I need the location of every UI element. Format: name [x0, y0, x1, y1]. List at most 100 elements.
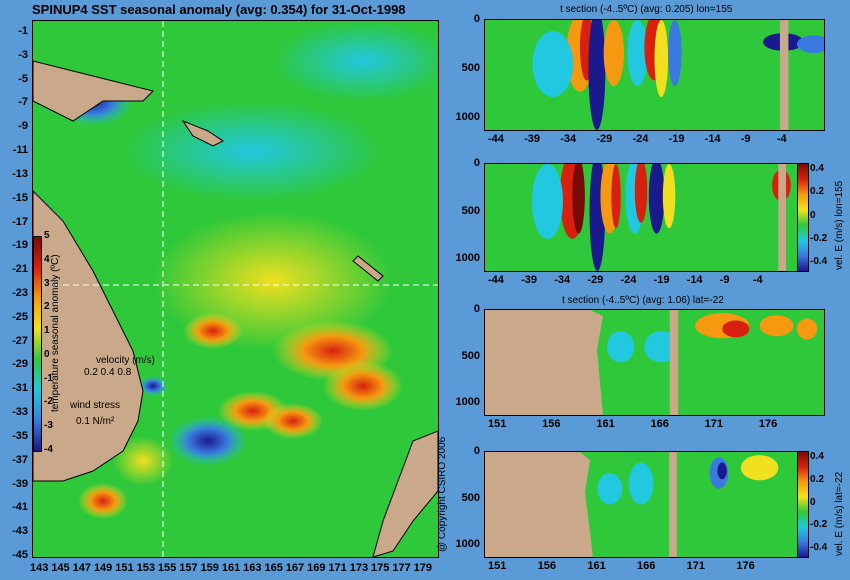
panel3-x-tick: 171	[704, 418, 724, 430]
heatmap-cell	[628, 462, 654, 505]
map-colorbar-tick: -1	[44, 372, 53, 384]
map-x-tick: 155	[157, 562, 177, 574]
main-title: SPINUP4 SST seasonal anomaly (avg: 0.354…	[32, 2, 406, 17]
panel2-colorbar-tick: -0.2	[810, 232, 828, 244]
map-y-tick: -7	[18, 96, 28, 109]
heatmap-cell	[607, 331, 635, 363]
heatmap-cell	[668, 20, 682, 86]
panel2-colorbar	[797, 163, 809, 272]
panel1-y-tick: 500	[461, 62, 480, 74]
map-x-tick: 151	[115, 562, 134, 574]
map-x-tick: 179	[413, 562, 433, 574]
heatmap-cell	[603, 20, 624, 86]
map-y-tick: -19	[12, 239, 28, 252]
map-colorbar-tick: 5	[44, 230, 50, 241]
land-mask	[485, 452, 593, 557]
map-x-tick: 167	[285, 562, 305, 574]
land-mask	[485, 310, 603, 415]
map-x-tick: 153	[136, 562, 155, 574]
velocity-values: 0.2 0.4 0.8	[84, 367, 132, 378]
map-y-tick: -21	[12, 263, 28, 276]
map-x-tick: 145	[51, 562, 70, 574]
panel2-y-tick: 500	[461, 204, 480, 217]
panel2-x-tick: -19	[653, 274, 670, 286]
panel4-colorbar-label: vel. E (m/s) lat=-22	[834, 471, 845, 556]
wind-stress-label: wind stress	[70, 400, 121, 411]
map-y-tick: -9	[18, 120, 28, 133]
panel2-x-tick: -9	[719, 274, 730, 286]
panel2-x-tick: -44	[488, 274, 504, 286]
panel1-title: t section (-4..5ºC) (avg: 0.205) lon=155	[560, 4, 733, 15]
panel2-x-tick: -34	[554, 274, 571, 286]
heatmap-cell	[662, 164, 676, 229]
heatmap-cell	[572, 164, 585, 234]
panel2-colorbar-tick: 0.4	[810, 163, 824, 174]
map-colorbar-tick: -4	[44, 444, 53, 455]
sst-map	[32, 20, 439, 558]
map-colorbar-tick: 0	[44, 348, 50, 360]
map-x-tick: 143	[30, 562, 49, 574]
panel4-heatmap	[484, 451, 798, 558]
heatmap-cell	[759, 315, 794, 337]
map-y-tick: -1	[18, 25, 28, 37]
heatmap-cell	[588, 20, 606, 130]
map-y-tick: -15	[12, 191, 28, 204]
panel3-x-tick: 156	[542, 418, 561, 430]
heatmap-cell	[722, 320, 750, 338]
map-y-tick: -5	[18, 72, 28, 85]
panel3-title: t section (-4..5ºC) (avg: 1.06) lat=-22	[562, 295, 724, 306]
panel4-x-tick: 171	[686, 560, 706, 572]
map-x-tick: 161	[221, 562, 241, 574]
panel2-y-tick: 1000	[455, 252, 480, 264]
map-y-tick: -23	[12, 287, 28, 299]
panel3-y-tick: 500	[461, 349, 480, 362]
land-mask	[778, 164, 787, 271]
panel1-y-tick: 0	[473, 13, 480, 25]
heatmap-cell	[717, 462, 727, 480]
panel1-x-tick: -29	[596, 133, 613, 145]
map-y-tick: -35	[12, 429, 28, 442]
map-y-tick: -27	[12, 334, 28, 347]
map-colorbar-tick: 3	[44, 277, 50, 289]
map-x-tick: 175	[371, 562, 390, 574]
map-x-tick: 165	[264, 562, 283, 574]
panel1-heatmap	[484, 19, 825, 131]
map-y-tick: -13	[12, 167, 28, 180]
map-x-tick: 169	[307, 562, 326, 574]
heatmap-cell	[796, 35, 824, 53]
panel3-x-tick: 176	[758, 418, 778, 430]
heatmap-cell	[634, 164, 648, 223]
panel4-y-tick: 500	[461, 491, 480, 504]
heatmap-cell	[654, 20, 669, 97]
map-colorbar-tick: 2	[44, 301, 50, 313]
map-colorbar-label: temperature seasonal anomaly (ºC)	[50, 254, 61, 412]
map-x-tick: 157	[179, 562, 198, 574]
map-x-tick: 171	[328, 562, 347, 574]
panel2-colorbar-label: vel. E (m/s) lon=155	[834, 180, 845, 270]
map-x-tick: 173	[349, 562, 369, 574]
panel3-y-tick: 1000	[455, 396, 480, 408]
panel2-colorbar-tick: -0.4	[810, 256, 828, 267]
heatmap-cell	[740, 455, 779, 481]
map-y-tick: -31	[12, 382, 28, 395]
panel4-x-tick: 176	[736, 560, 755, 572]
copyright: @ Copyright CSIRO 2006	[437, 436, 448, 552]
map-colorbar	[33, 236, 42, 452]
map-x-tick: 159	[200, 562, 219, 574]
panel1-y-tick: 1000	[455, 111, 480, 123]
panel4-colorbar-tick: 0.2	[810, 473, 824, 485]
heatmap-cell	[627, 20, 648, 86]
panel1-x-tick: -14	[704, 133, 721, 145]
panel4-colorbar-tick: 0.4	[810, 451, 824, 462]
map-y-tick: -45	[12, 549, 28, 561]
velocity-label: velocity (m/s)	[96, 355, 155, 366]
panel4-colorbar	[797, 451, 809, 558]
panel2-x-tick: -24	[620, 274, 637, 286]
map-x-tick: 149	[93, 562, 113, 574]
panel4-colorbar-tick: -0.2	[810, 519, 828, 531]
panel4-x-tick: 151	[488, 560, 507, 572]
map-colorbar-tick: -2	[44, 396, 53, 408]
panel2-heatmap	[484, 163, 798, 272]
panel1-x-tick: -9	[740, 133, 751, 145]
map-x-tick: 147	[72, 562, 91, 574]
